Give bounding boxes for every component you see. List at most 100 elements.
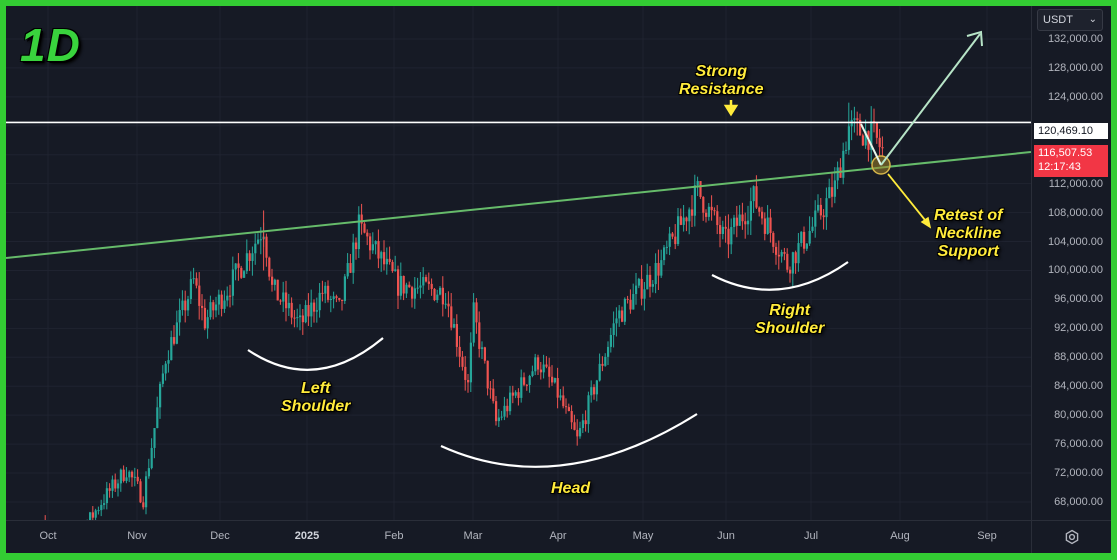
price-tick: 104,000.00 <box>1047 235 1103 248</box>
price-tick: 132,000.00 <box>1047 33 1103 45</box>
candle-body <box>89 512 92 520</box>
price-tick: 96,000.00 <box>1054 293 1103 306</box>
candle-body <box>503 405 506 417</box>
price-tick: 84,000.00 <box>1054 380 1103 393</box>
candle-body <box>570 411 573 423</box>
candle-body <box>349 263 352 273</box>
candle-body <box>646 274 649 290</box>
candle-body <box>713 210 716 212</box>
candle-body <box>486 360 489 389</box>
candle-body <box>383 252 386 265</box>
candle-body <box>268 257 271 277</box>
candle-body <box>425 277 428 282</box>
candle-body <box>436 294 439 301</box>
candle-body <box>679 216 682 225</box>
candle-body <box>265 236 268 258</box>
candle-body <box>604 356 607 366</box>
candle-body <box>201 305 204 308</box>
candle-body <box>719 225 722 234</box>
price-tick: 108,000.00 <box>1047 206 1103 219</box>
candle-body <box>573 422 576 430</box>
candle-body <box>649 274 652 287</box>
candle-body <box>733 217 736 228</box>
candle-body <box>223 300 226 309</box>
candle-body <box>525 384 528 386</box>
resistance-price-label: 120,469.10 <box>1034 123 1108 139</box>
candle-body <box>845 149 848 151</box>
candle-body <box>674 236 677 245</box>
gear-icon[interactable] <box>1064 529 1080 545</box>
candle-body <box>528 375 531 385</box>
candle-body <box>556 378 559 398</box>
timeframe-badge: 1D <box>20 19 81 71</box>
currency-dropdown[interactable]: USDT ⌄ <box>1037 9 1103 31</box>
candlestick-chart[interactable] <box>6 6 1031 520</box>
candle-body <box>836 167 839 181</box>
candle-body <box>209 302 212 318</box>
candle-body <box>94 510 97 518</box>
chevron-down-icon: ⌄ <box>1088 14 1097 25</box>
candle-body <box>794 252 797 264</box>
candle-body <box>595 380 598 395</box>
time-axis[interactable]: Oct Nov Dec 2025 Feb Mar Apr May Jun Jul Aug Sep <box>6 520 1031 554</box>
candle-body <box>251 253 254 261</box>
chart-pane[interactable]: 1D Strong Resistance Left Shoulder Head … <box>6 6 1031 520</box>
candle-body <box>105 488 108 504</box>
candle-body <box>693 185 696 216</box>
candle-body <box>777 254 780 257</box>
annotation-line: Right <box>769 302 811 319</box>
candle-body <box>523 377 526 385</box>
candle-body <box>450 306 453 328</box>
candle-body <box>517 392 520 398</box>
candle-body <box>416 287 419 289</box>
retest-path-line <box>860 123 882 166</box>
candle-body <box>763 218 766 234</box>
candle-body <box>136 476 139 482</box>
candle-body <box>259 239 262 241</box>
candle-body <box>607 346 610 357</box>
candle-body <box>749 201 752 221</box>
time-label: Jul <box>803 530 819 542</box>
candle-body <box>217 294 220 305</box>
candle-body <box>248 253 251 261</box>
candle-body <box>153 428 156 448</box>
candle-body <box>187 299 190 311</box>
candle-body <box>481 347 484 349</box>
candle-body <box>584 420 587 425</box>
candle-body <box>629 299 632 310</box>
candle-body <box>307 305 310 317</box>
candle-body <box>315 310 318 312</box>
candle-body <box>338 297 341 300</box>
annotation-line: Support <box>937 243 999 260</box>
candle-body <box>861 135 864 146</box>
candle-body <box>469 342 472 383</box>
candle-body <box>313 302 316 312</box>
left-shoulder-arc <box>247 337 384 371</box>
candle-body <box>643 289 646 299</box>
candle-body <box>615 318 618 324</box>
candle-body <box>612 323 615 335</box>
price-axis[interactable]: USDT ⌄ 132,000.00 128,000.00 124,000.00 112… <box>1031 6 1111 520</box>
time-label: 2025 <box>294 530 320 542</box>
candle-body <box>321 292 324 294</box>
projection-arrowhead-icon <box>966 30 983 47</box>
right-shoulder-arc <box>711 261 849 291</box>
candle-body <box>128 471 131 478</box>
candle-body <box>178 310 181 323</box>
candle-body <box>287 302 290 309</box>
candle-body <box>175 322 178 344</box>
neckline-trendline <box>6 151 1031 259</box>
candle-body <box>797 243 800 264</box>
candle-body <box>721 226 724 234</box>
time-label: Mar <box>463 530 483 542</box>
candle-body <box>870 121 873 150</box>
candle-body <box>696 181 699 186</box>
candle-body <box>433 288 436 301</box>
candle-body <box>637 278 640 286</box>
candle-body <box>391 261 394 272</box>
candle-body <box>413 288 416 299</box>
candle-body <box>100 504 103 511</box>
candle-body <box>397 269 400 296</box>
candle-body <box>819 204 822 216</box>
candle-body <box>707 206 710 217</box>
